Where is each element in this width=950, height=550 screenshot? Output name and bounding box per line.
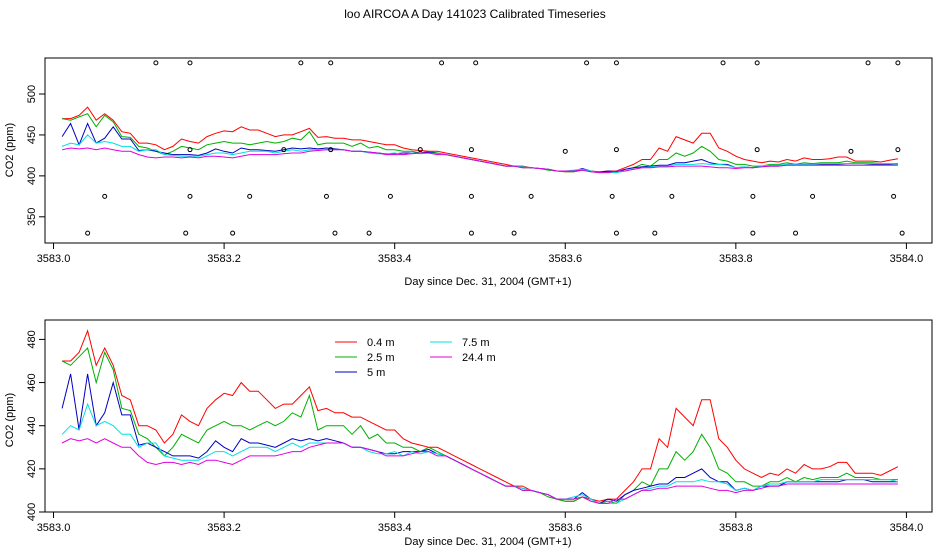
flag-point [187, 193, 193, 199]
flag-point [750, 230, 756, 236]
bottom-x-tick-label: 3584.0 [890, 522, 924, 534]
flag-point [613, 60, 619, 66]
flag-point [895, 147, 901, 153]
top-x-tick-label: 3583.4 [378, 253, 412, 265]
flag-point [899, 230, 905, 236]
flag-point [417, 147, 423, 153]
legend-label: 5 m [367, 367, 385, 379]
flag-point [328, 147, 334, 153]
flag-point [187, 147, 193, 153]
flag-point [230, 230, 236, 236]
top-x-tick-label: 3583.2 [207, 253, 241, 265]
top-x-axis-label: Day since Dec. 31, 2004 (GMT+1) [404, 276, 571, 288]
flag-point [810, 193, 816, 199]
bottom-y-axis: 400 420 440 460 480 [26, 330, 45, 521]
flag-point [613, 230, 619, 236]
top-y-tick-label: 500 [26, 85, 38, 103]
top-series-24-4-m [62, 147, 898, 174]
flag-point [468, 230, 474, 236]
bottom-series-2-5-m [61, 347, 898, 504]
top-y-tick-label: 450 [26, 126, 38, 144]
flag-point [387, 193, 393, 199]
top-y-tick-label: 400 [26, 167, 38, 185]
top-x-axis: 3583.0 3583.2 3583.4 3583.6 3583.8 3584.0 [37, 243, 924, 265]
flag-point [473, 60, 479, 66]
top-series-group [61, 106, 898, 174]
flag-point [562, 148, 568, 154]
legend-label: 2.5 m [367, 352, 395, 364]
flag-point [720, 60, 726, 66]
flag-point [102, 193, 108, 199]
top-x-tick-label: 3583.6 [548, 253, 582, 265]
flag-point [848, 148, 854, 154]
top-x-tick-label: 3584.0 [890, 253, 924, 265]
bottom-y-tick-label: 400 [26, 503, 38, 521]
legend-label: 7.5 m [462, 337, 490, 349]
flag-point [891, 193, 897, 199]
bottom-y-tick-label: 460 [26, 373, 38, 391]
bottom-x-tick-label: 3583.8 [719, 522, 753, 534]
flag-point [609, 193, 615, 199]
flag-point [323, 193, 329, 199]
flag-point [183, 230, 189, 236]
flag-point [247, 193, 253, 199]
top-y-axis: 350 400 450 500 [26, 85, 45, 226]
flag-point [281, 147, 287, 153]
flag-point [332, 230, 338, 236]
flag-point [298, 60, 304, 66]
bottom-y-tick-label: 440 [26, 417, 38, 435]
top-y-tick-label: 350 [26, 208, 38, 226]
flag-point [793, 230, 799, 236]
flag-point [895, 60, 901, 66]
flag-point [528, 193, 534, 199]
flag-point [85, 230, 91, 236]
flag-point [468, 147, 474, 153]
bottom-x-tick-label: 3583.4 [378, 522, 412, 534]
bottom-y-tick-label: 480 [26, 330, 38, 348]
bottom-y-tick-label: 420 [26, 460, 38, 478]
flag-point [750, 193, 756, 199]
flag-point [328, 60, 334, 66]
bottom-x-tick-label: 3583.6 [548, 522, 582, 534]
bottom-plot-frame [44, 319, 933, 513]
top-x-tick-label: 3583.0 [37, 253, 71, 265]
top-plot-frame [44, 57, 933, 244]
bottom-panel: 3583.0 3583.2 3583.4 3583.6 3583.8 3584.0 400… [4, 319, 933, 548]
flag-point [511, 230, 517, 236]
flag-point [439, 60, 445, 66]
top-series-2-5-m [62, 113, 898, 174]
flag-point [865, 60, 871, 66]
legend: 0.4 m 2.5 m 5 m 7.5 m 24.4 m [335, 337, 496, 379]
bottom-y-axis-label: CO2 (ppm) [4, 393, 16, 447]
flag-point [754, 147, 760, 153]
bottom-series-group [61, 329, 899, 504]
flag-point [754, 60, 760, 66]
top-panel: 3583.0 3583.2 3583.4 3583.6 3583.8 3584.0 350… [4, 57, 933, 288]
bottom-x-axis-label: Day since Dec. 31, 2004 (GMT+1) [404, 536, 571, 548]
flag-point [584, 60, 590, 66]
bottom-series-0-4-m [62, 329, 899, 502]
bottom-x-tick-label: 3583.2 [207, 522, 241, 534]
flag-point [669, 193, 675, 199]
bottom-x-axis: 3583.0 3583.2 3583.4 3583.6 3583.8 3584.0 [37, 512, 924, 534]
bottom-x-tick-label: 3583.0 [37, 522, 71, 534]
legend-label: 24.4 m [462, 352, 496, 364]
flag-point [613, 147, 619, 153]
flag-point [153, 60, 159, 66]
flag-point [652, 230, 658, 236]
flag-point [366, 230, 372, 236]
top-flag-points [85, 60, 905, 236]
bottom-series-24-4-m [61, 438, 898, 504]
legend-label: 0.4 m [367, 337, 395, 349]
top-y-axis-label: CO2 (ppm) [4, 123, 16, 177]
top-series-0-4-m [62, 106, 898, 173]
top-x-tick-label: 3583.8 [719, 253, 753, 265]
flag-point [468, 193, 474, 199]
page-title: loo AIRCOA A Day 141023 Calibrated Times… [344, 7, 606, 21]
flag-point [187, 60, 193, 66]
